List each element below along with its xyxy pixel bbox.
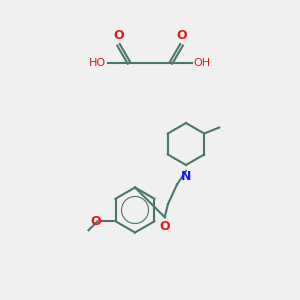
Text: OH: OH <box>194 58 211 68</box>
Text: N: N <box>181 169 191 182</box>
Text: O: O <box>90 215 101 228</box>
Text: O: O <box>176 29 187 42</box>
Text: O: O <box>160 220 170 233</box>
Text: HO: HO <box>89 58 106 68</box>
Text: O: O <box>113 29 124 42</box>
